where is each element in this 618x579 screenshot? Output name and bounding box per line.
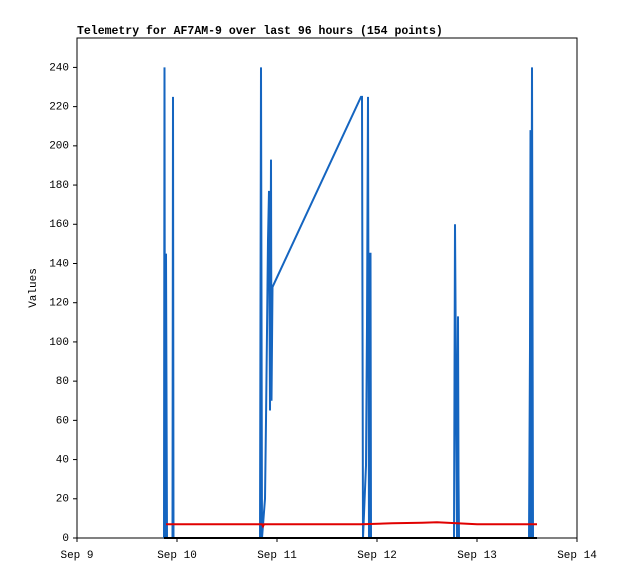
y-tick-label: 80 <box>56 376 69 388</box>
x-tick-label: Sep 13 <box>457 550 497 562</box>
y-tick-label: 100 <box>49 337 69 349</box>
x-tick-label: Sep 12 <box>357 550 397 562</box>
y-tick-label: 160 <box>49 219 69 231</box>
x-tick-label: Sep 10 <box>157 550 197 562</box>
y-tick-label: 40 <box>56 454 69 466</box>
y-tick-label: 140 <box>49 258 69 270</box>
x-tick-label: Sep 14 <box>557 550 597 562</box>
y-axis-label: Values <box>28 268 40 308</box>
series-line <box>166 521 537 529</box>
y-tick-label: 20 <box>56 494 69 506</box>
y-tick-label: 120 <box>49 298 69 310</box>
y-tick-label: 180 <box>49 180 69 192</box>
plot-frame <box>76 37 578 539</box>
y-tick-label: 200 <box>49 141 69 153</box>
x-tick-label: Sep 11 <box>257 550 297 562</box>
y-tick-label: 240 <box>49 62 69 74</box>
y-tick-label: 220 <box>49 102 69 114</box>
chart-title: Telemetry for AF7AM-9 over last 96 hours… <box>77 25 443 38</box>
y-tick-label: 60 <box>56 415 69 427</box>
x-tick-label: Sep 9 <box>60 550 93 562</box>
y-tick-label: 0 <box>62 533 69 545</box>
series-line <box>163 67 534 539</box>
